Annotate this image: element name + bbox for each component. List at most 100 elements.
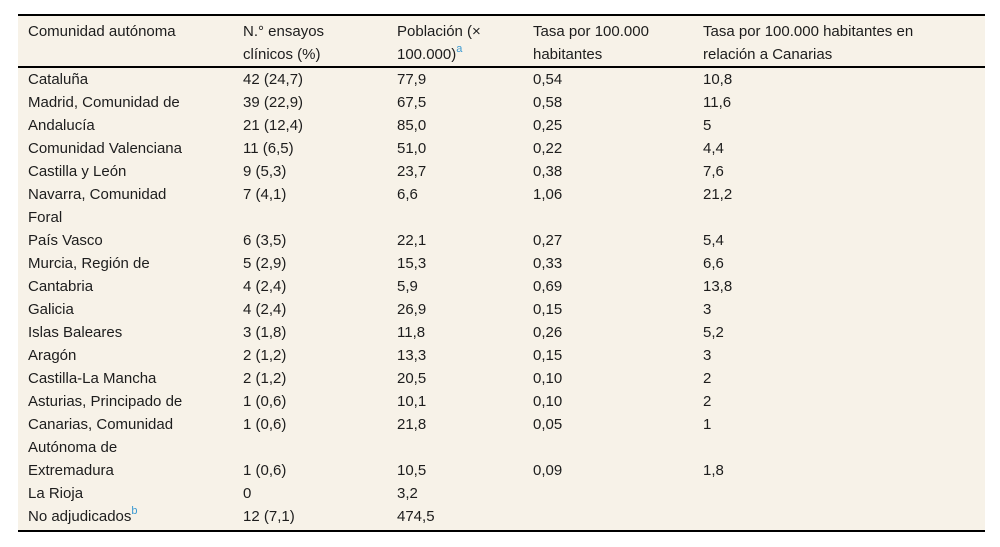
column-header-label: Población (× 100.000) <box>397 23 481 63</box>
footnote-a-link[interactable]: a <box>456 43 463 55</box>
column-header-label: Tasa por 100.000 habitantes en relación … <box>703 23 914 63</box>
cell-tasa: 0,38 <box>533 163 563 180</box>
comunidad-label: Extremadura <box>28 462 114 479</box>
cell-ensayos: 5 (2,9) <box>243 255 287 272</box>
column-header-label: Tasa por 100.000 habitantes <box>533 23 649 63</box>
cell-ensayos: 7 (4,1) <box>243 186 287 203</box>
cell-tasa-relacion: 4,4 <box>703 140 724 157</box>
cell-tasa <box>533 482 703 505</box>
cell-comunidad: No adjudicadosb <box>18 505 243 528</box>
cell-poblacion: 3,2 <box>397 485 418 502</box>
table-row: Castilla y León 9 (5,3) 23,7 0,38 7,6 <box>18 160 985 183</box>
cell-comunidad: Cataluña <box>18 68 243 91</box>
cell-poblacion: 5,9 <box>397 278 418 295</box>
cell-tasa-relacion: 2 <box>703 370 712 387</box>
table-row: Murcia, Región de 5 (2,9) 15,3 0,33 6,6 <box>18 252 985 275</box>
cell-comunidad: Canarias, Comunidad Autónoma de <box>18 413 243 459</box>
cell-comunidad: Galicia <box>18 298 243 321</box>
table-row: Andalucía 21 (12,4) 85,0 0,25 5 <box>18 114 985 137</box>
cell-tasa-relacion: 1,8 <box>703 462 724 479</box>
cell-ensayos: 21 (12,4) <box>243 117 304 134</box>
column-header-tasa: Tasa por 100.000 habitantes <box>533 20 703 66</box>
table-row: País Vasco 6 (3,5) 22,1 0,27 5,4 <box>18 229 985 252</box>
cell-tasa-relacion: 3 <box>703 301 712 318</box>
cell-tasa-relacion: 11,6 <box>703 94 732 111</box>
table-body: Cataluña 42 (24,7) 77,9 0,54 10,8 Madrid… <box>18 68 985 530</box>
cell-comunidad: Navarra, Comunidad Foral <box>18 183 243 229</box>
cell-ensayos: 39 (22,9) <box>243 94 304 111</box>
comunidad-label: La Rioja <box>28 485 84 502</box>
comunidad-label: Cataluña <box>28 71 89 88</box>
cell-poblacion: 20,5 <box>397 370 427 387</box>
cell-ensayos: 11 (6,5) <box>243 140 294 157</box>
cell-tasa-relacion: 3 <box>703 347 712 364</box>
cell-comunidad: Castilla-La Mancha <box>18 367 243 390</box>
table-row: Cantabria 4 (2,4) 5,9 0,69 13,8 <box>18 275 985 298</box>
cell-tasa <box>533 505 703 528</box>
cell-tasa: 0,26 <box>533 324 563 341</box>
cell-ensayos: 12 (7,1) <box>243 508 295 525</box>
column-header-comunidad: Comunidad autónoma <box>18 20 243 66</box>
cell-comunidad: Comunidad Valenciana <box>18 137 243 160</box>
cell-poblacion: 51,0 <box>397 140 427 157</box>
cell-comunidad: Castilla y León <box>18 160 243 183</box>
cell-tasa-relacion <box>703 482 985 505</box>
table-row: Navarra, Comunidad Foral 7 (4,1) 6,6 1,0… <box>18 183 985 229</box>
table-row: No adjudicadosb 12 (7,1) 474,5 <box>18 505 985 528</box>
cell-poblacion: 21,8 <box>397 416 427 433</box>
clinical-trials-table: Comunidad autónoma N.° ensayos clínicos … <box>18 14 985 532</box>
comunidad-label: País Vasco <box>28 232 103 249</box>
cell-comunidad: Madrid, Comunidad de <box>18 91 243 114</box>
comunidad-label: Castilla-La Mancha <box>28 370 157 387</box>
cell-tasa: 0,10 <box>533 393 563 410</box>
cell-tasa: 0,69 <box>533 278 563 295</box>
table-row: Canarias, Comunidad Autónoma de 1 (0,6) … <box>18 413 985 459</box>
cell-poblacion: 10,5 <box>397 462 427 479</box>
cell-tasa-relacion: 2 <box>703 393 712 410</box>
comunidad-label: Aragón <box>28 347 77 364</box>
cell-tasa-relacion: 6,6 <box>703 255 724 272</box>
comunidad-label: Canarias, Comunidad Autónoma de <box>28 416 174 456</box>
cell-poblacion: 26,9 <box>397 301 427 318</box>
column-header-ensayos: N.° ensayos clínicos (%) <box>243 20 397 66</box>
cell-tasa: 0,15 <box>533 347 563 364</box>
cell-tasa: 0,05 <box>533 416 563 433</box>
cell-comunidad: Murcia, Región de <box>18 252 243 275</box>
cell-comunidad: Aragón <box>18 344 243 367</box>
cell-tasa-relacion: 7,6 <box>703 163 724 180</box>
cell-tasa-relacion: 10,8 <box>703 71 733 88</box>
cell-ensayos: 1 (0,6) <box>243 462 287 479</box>
table-row: Madrid, Comunidad de 39 (22,9) 67,5 0,58… <box>18 91 985 114</box>
cell-ensayos: 1 (0,6) <box>243 416 287 433</box>
cell-tasa: 0,09 <box>533 462 563 479</box>
cell-ensayos: 4 (2,4) <box>243 278 287 295</box>
comunidad-label: Navarra, Comunidad Foral <box>28 186 167 226</box>
table-row: La Rioja 0 3,2 <box>18 482 985 505</box>
cell-comunidad: Extremadura <box>18 459 243 482</box>
cell-poblacion: 11,8 <box>397 324 426 341</box>
column-header-poblacion: Población (× 100.000)a <box>397 20 533 66</box>
cell-comunidad: Cantabria <box>18 275 243 298</box>
comunidad-label: Castilla y León <box>28 163 127 180</box>
cell-tasa: 0,22 <box>533 140 563 157</box>
cell-ensayos: 3 (1,8) <box>243 324 287 341</box>
cell-comunidad: La Rioja <box>18 482 243 505</box>
column-header-tasa-relacion: Tasa por 100.000 habitantes en relación … <box>703 20 985 66</box>
cell-tasa-relacion: 5,2 <box>703 324 724 341</box>
cell-ensayos: 9 (5,3) <box>243 163 287 180</box>
table-header-row: Comunidad autónoma N.° ensayos clínicos … <box>18 16 985 68</box>
table-row: Islas Baleares 3 (1,8) 11,8 0,26 5,2 <box>18 321 985 344</box>
comunidad-label: No adjudicados <box>28 508 132 525</box>
table-row: Aragón 2 (1,2) 13,3 0,15 3 <box>18 344 985 367</box>
cell-tasa-relacion <box>703 505 985 528</box>
cell-ensayos: 6 (3,5) <box>243 232 287 249</box>
comunidad-label: Madrid, Comunidad de <box>28 94 180 111</box>
cell-tasa-relacion: 5,4 <box>703 232 724 249</box>
cell-tasa-relacion: 21,2 <box>703 186 733 203</box>
footnote-b-link[interactable]: b <box>131 505 138 517</box>
cell-tasa: 0,33 <box>533 255 563 272</box>
cell-tasa-relacion: 13,8 <box>703 278 733 295</box>
cell-ensayos: 0 <box>243 485 252 502</box>
cell-poblacion: 22,1 <box>397 232 427 249</box>
